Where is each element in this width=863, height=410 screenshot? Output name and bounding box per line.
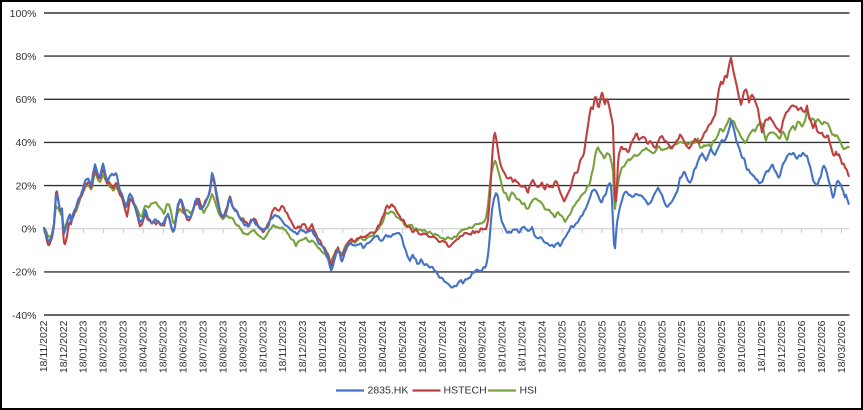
svg-text:HSI: HSI (520, 385, 538, 397)
svg-text:18/11/2022: 18/11/2022 (38, 320, 50, 372)
svg-text:18/02/2023: 18/02/2023 (98, 320, 110, 373)
svg-text:18/06/2024: 18/06/2024 (417, 320, 429, 373)
svg-text:18/03/2025: 18/03/2025 (596, 320, 608, 373)
svg-text:18/07/2025: 18/07/2025 (676, 320, 688, 373)
svg-text:18/11/2025: 18/11/2025 (756, 320, 768, 372)
svg-text:18/10/2024: 18/10/2024 (497, 320, 509, 373)
svg-text:18/09/2024: 18/09/2024 (477, 320, 489, 373)
svg-text:0%: 0% (21, 224, 36, 236)
svg-text:18/08/2023: 18/08/2023 (217, 320, 229, 373)
svg-text:18/04/2025: 18/04/2025 (616, 320, 628, 373)
svg-text:80%: 80% (15, 51, 36, 63)
svg-text:2835.HK: 2835.HK (368, 385, 409, 397)
svg-text:18/02/2025: 18/02/2025 (576, 320, 588, 373)
svg-text:60%: 60% (15, 94, 36, 106)
svg-text:18/04/2024: 18/04/2024 (377, 320, 389, 373)
svg-text:18/01/2024: 18/01/2024 (317, 320, 329, 373)
svg-text:18/10/2025: 18/10/2025 (736, 320, 748, 373)
svg-text:18/12/2023: 18/12/2023 (297, 320, 309, 373)
svg-text:18/12/2024: 18/12/2024 (537, 320, 549, 373)
svg-text:-40%: -40% (12, 310, 37, 322)
svg-text:18/12/2022: 18/12/2022 (58, 320, 70, 373)
svg-text:100%: 100% (10, 8, 37, 20)
svg-text:18/08/2025: 18/08/2025 (696, 320, 708, 373)
svg-text:18/05/2023: 18/05/2023 (158, 320, 170, 373)
svg-text:18/09/2025: 18/09/2025 (716, 320, 728, 373)
svg-text:18/01/2025: 18/01/2025 (557, 320, 569, 373)
svg-text:18/02/2024: 18/02/2024 (337, 320, 349, 373)
svg-text:18/08/2024: 18/08/2024 (457, 320, 469, 373)
svg-text:18/01/2023: 18/01/2023 (78, 320, 90, 373)
svg-text:18/03/2026: 18/03/2026 (836, 320, 848, 373)
svg-text:18/03/2023: 18/03/2023 (118, 320, 130, 373)
svg-text:40%: 40% (15, 137, 36, 149)
svg-text:18/01/2026: 18/01/2026 (796, 320, 808, 373)
svg-text:18/06/2023: 18/06/2023 (177, 320, 189, 373)
svg-text:18/02/2026: 18/02/2026 (816, 320, 828, 373)
svg-text:18/11/2023: 18/11/2023 (277, 320, 289, 372)
svg-text:18/04/2023: 18/04/2023 (138, 320, 150, 373)
svg-text:-20%: -20% (12, 267, 37, 279)
svg-text:18/06/2025: 18/06/2025 (656, 320, 668, 373)
svg-text:18/07/2023: 18/07/2023 (197, 320, 209, 373)
svg-text:18/09/2023: 18/09/2023 (237, 320, 249, 373)
svg-text:HSTECH: HSTECH (444, 385, 487, 397)
svg-text:18/12/2025: 18/12/2025 (776, 320, 788, 373)
svg-text:18/03/2024: 18/03/2024 (357, 320, 369, 373)
svg-text:18/11/2024: 18/11/2024 (517, 320, 529, 372)
svg-text:18/10/2023: 18/10/2023 (257, 320, 269, 373)
svg-text:20%: 20% (15, 180, 36, 192)
svg-text:18/05/2025: 18/05/2025 (636, 320, 648, 373)
svg-text:18/05/2024: 18/05/2024 (397, 320, 409, 373)
svg-text:18/07/2024: 18/07/2024 (437, 320, 449, 373)
